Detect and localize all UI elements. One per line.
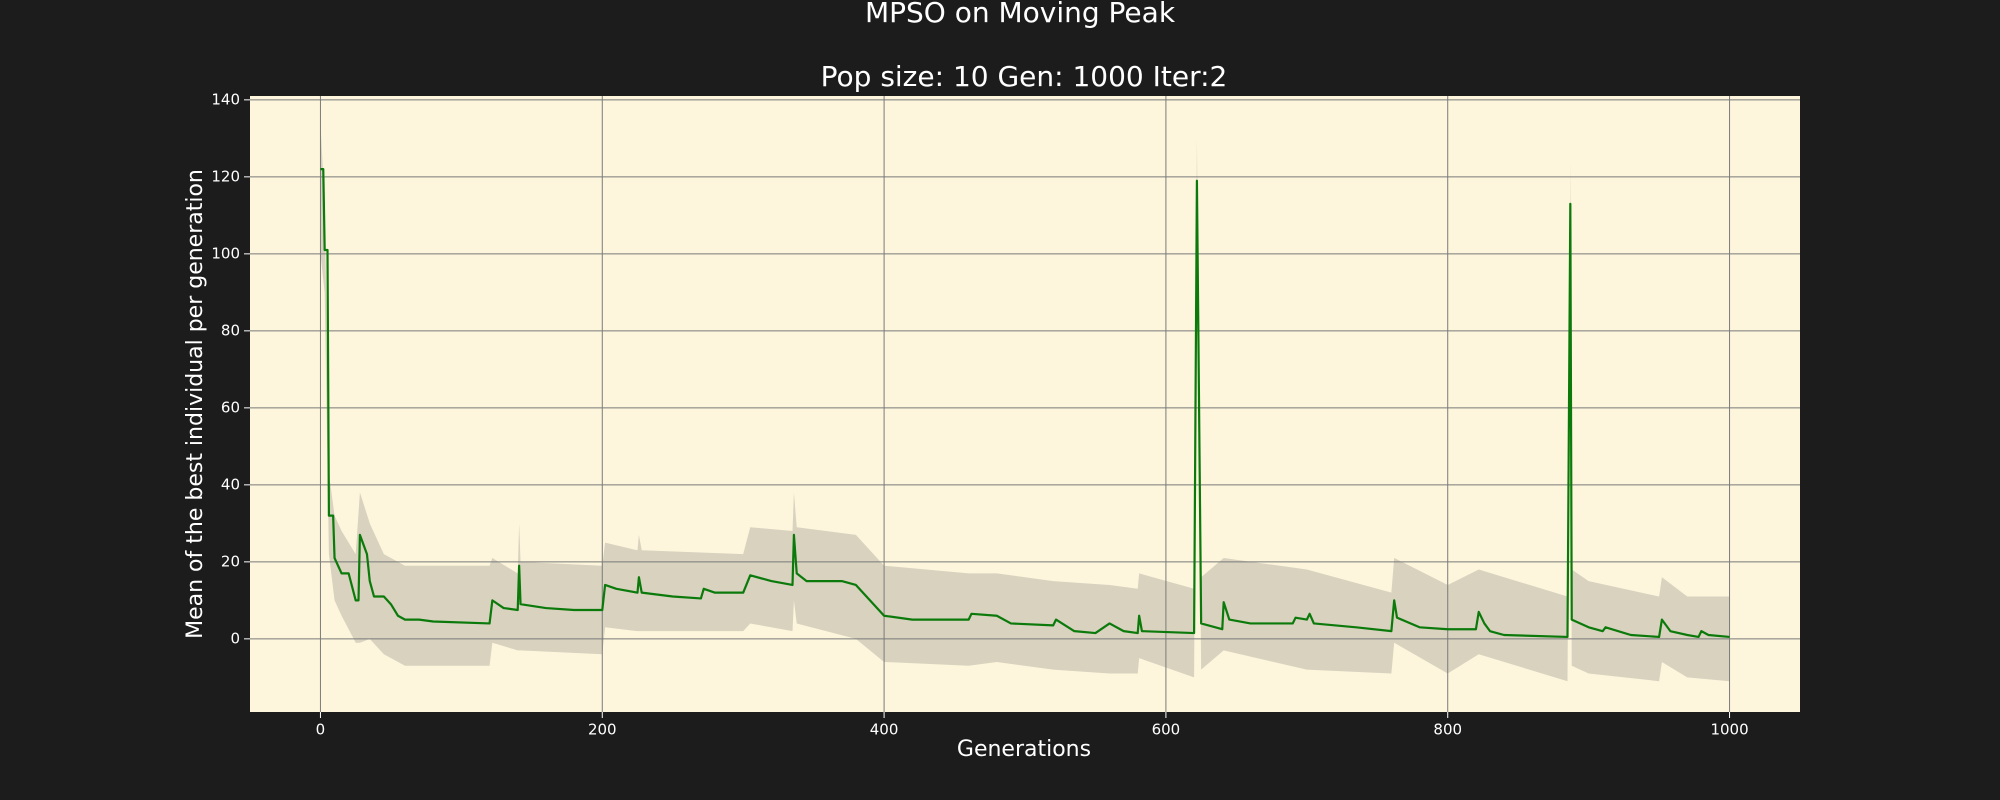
y-tick-label: 120 bbox=[211, 167, 240, 185]
x-tick-label: 600 bbox=[1152, 721, 1181, 739]
std-band bbox=[320, 122, 1730, 682]
y-tick-label: 0 bbox=[230, 629, 240, 647]
chart-subtitle: Pop size: 10 Gen: 1000 Iter:2 bbox=[821, 60, 1228, 93]
x-tick-label: 0 bbox=[316, 721, 326, 739]
y-tick-label: 80 bbox=[221, 321, 240, 339]
y-tick-label: 60 bbox=[221, 398, 240, 416]
y-tick-label: 20 bbox=[221, 552, 240, 570]
x-tick-label: 800 bbox=[1433, 721, 1462, 739]
y-tick-label: 100 bbox=[211, 244, 240, 262]
x-tick-label: 1000 bbox=[1710, 721, 1748, 739]
x-axis-label: Generations bbox=[957, 737, 1091, 762]
y-tick-label: 40 bbox=[221, 475, 240, 493]
chart-title: MPSO on Moving Peak bbox=[865, 0, 1176, 29]
mean-line bbox=[320, 168, 1730, 639]
x-tick-label: 400 bbox=[870, 721, 899, 739]
y-axis-label: Mean of the best individual per generati… bbox=[183, 169, 208, 639]
x-tick-label: 200 bbox=[588, 721, 617, 739]
y-tick-label: 140 bbox=[211, 90, 240, 108]
